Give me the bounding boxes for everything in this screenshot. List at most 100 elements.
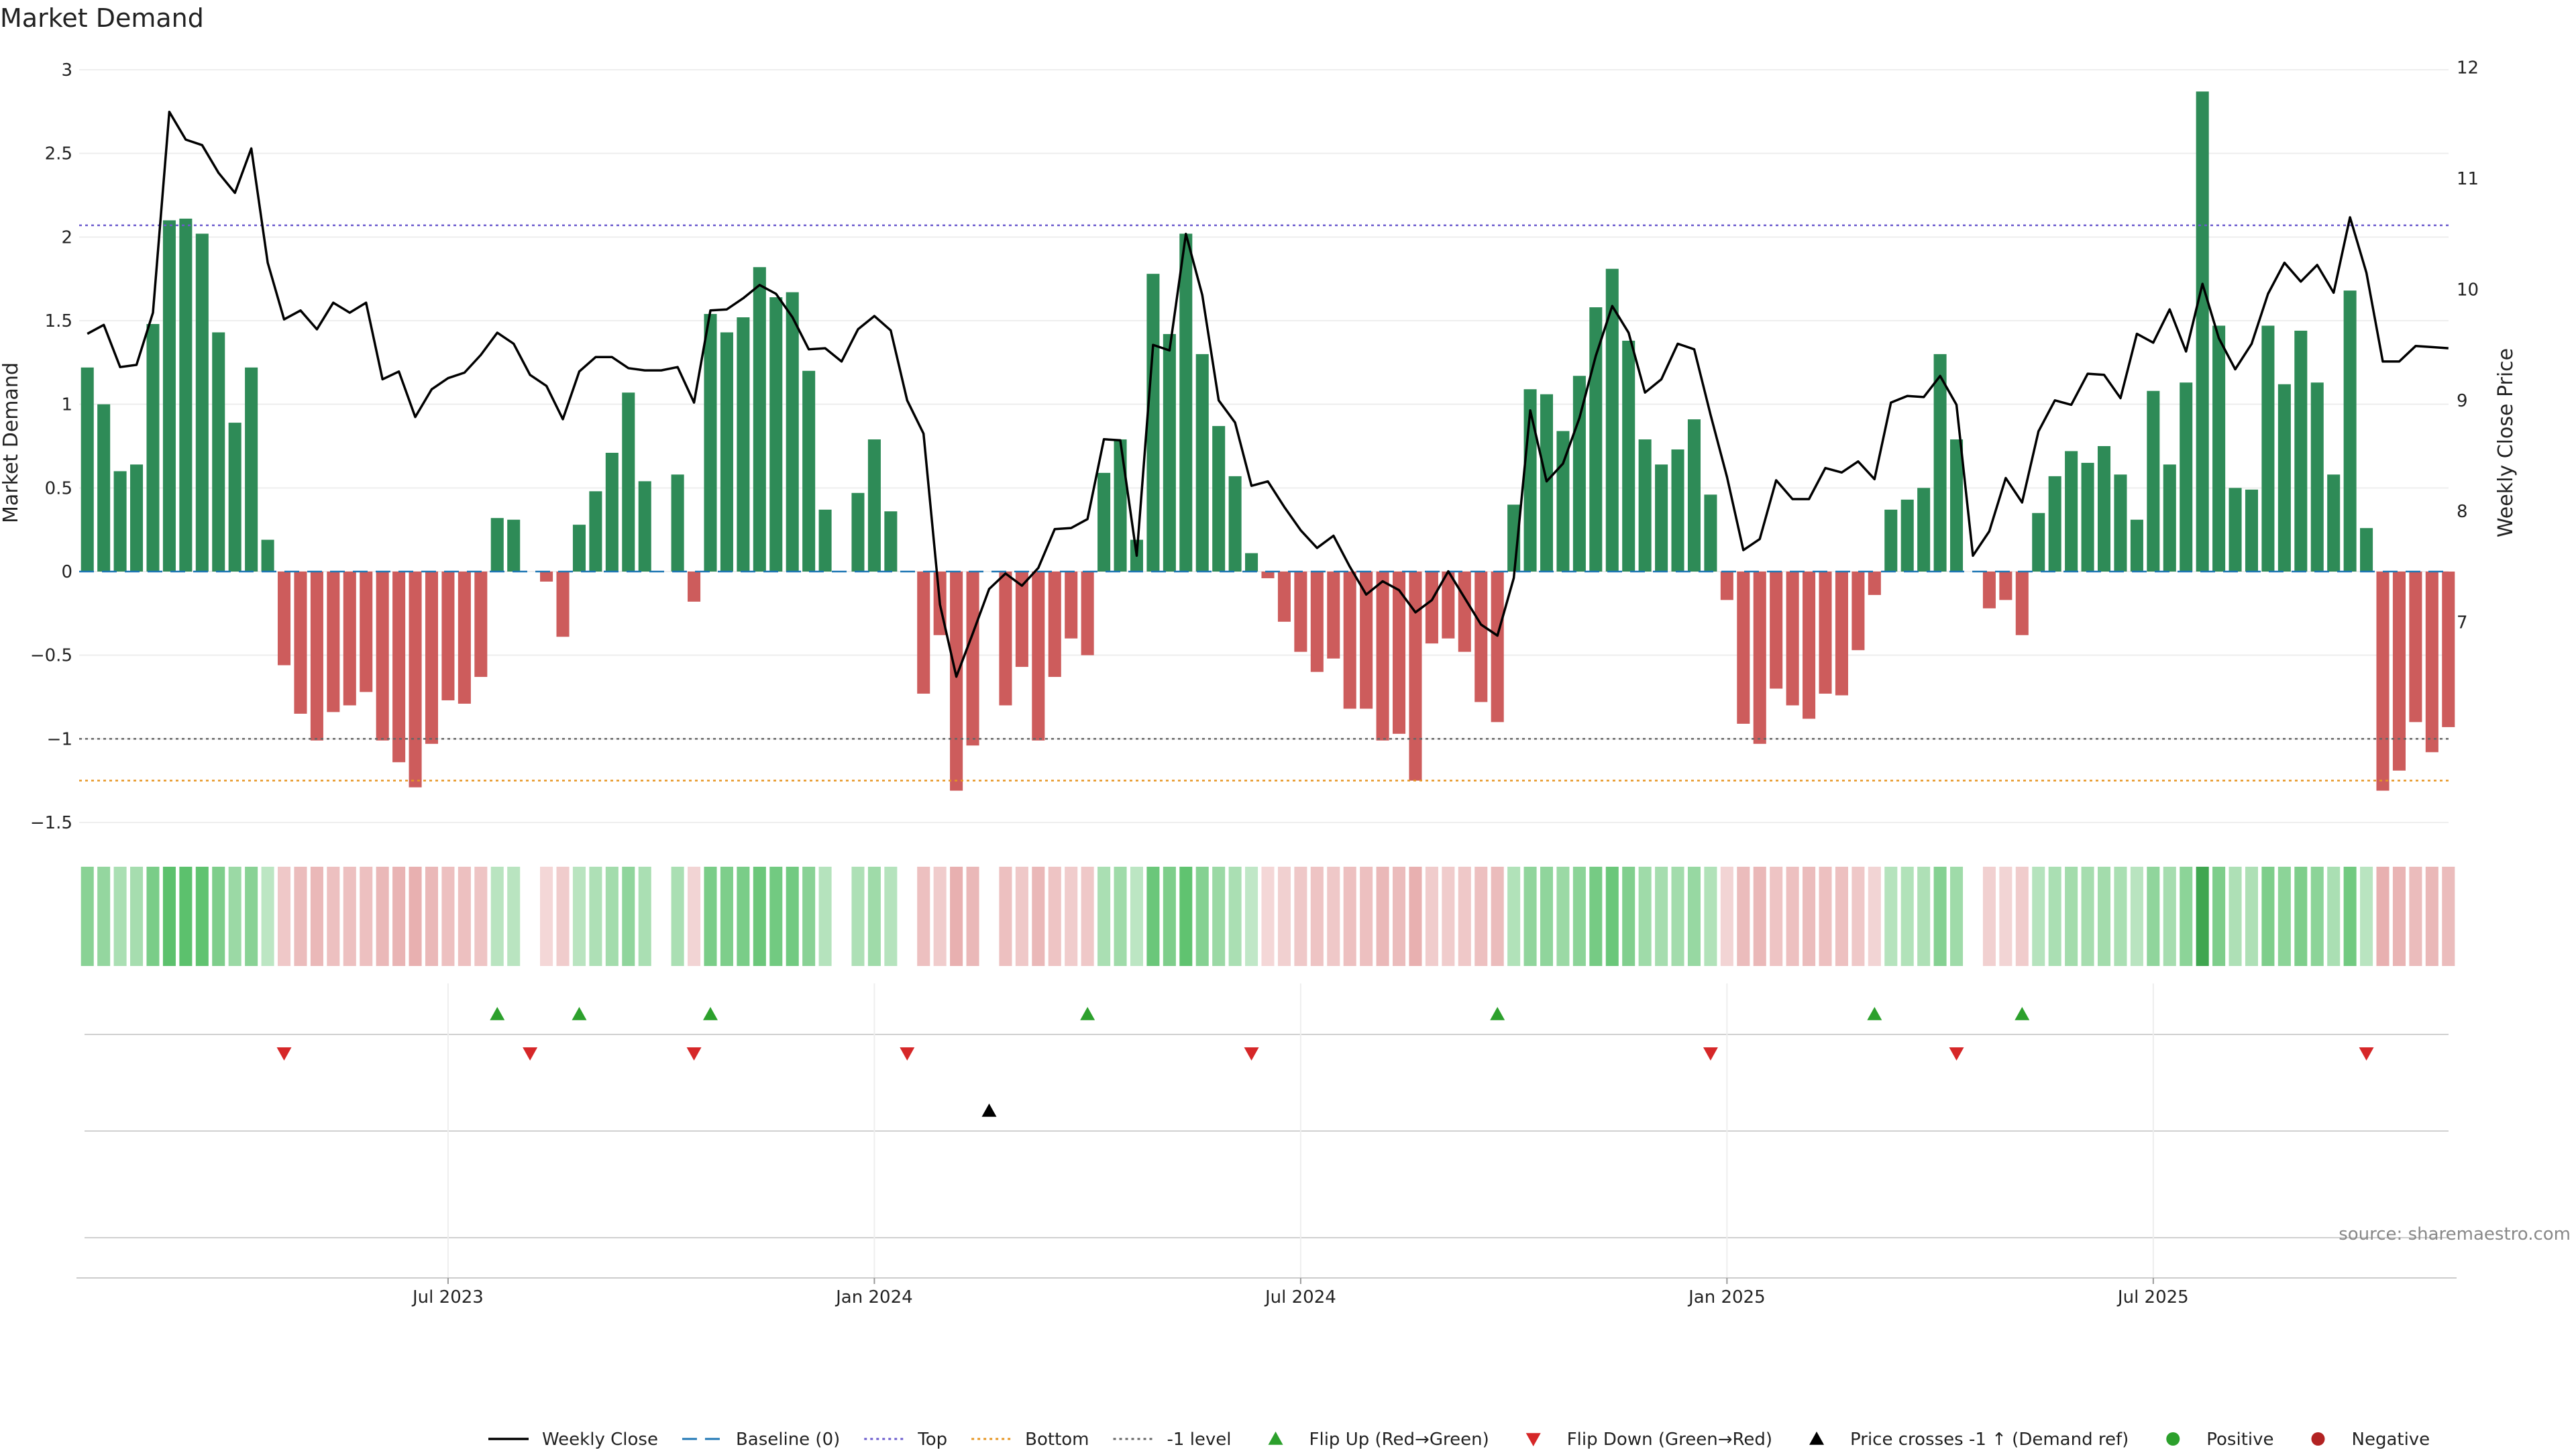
demand-bar [2392, 572, 2406, 771]
demand-bar [1704, 494, 1717, 572]
y2-tick-label: 8 [2457, 502, 2468, 522]
demand-bar [376, 572, 389, 741]
y-tick-label: −1 [47, 729, 72, 749]
strip-cell [441, 867, 455, 966]
strip-cell [917, 867, 930, 966]
demand-bar [1245, 553, 1258, 572]
flip-down-marker [523, 1047, 538, 1061]
demand-bar [2196, 91, 2209, 572]
y-axis-label: Market Demand [0, 362, 23, 523]
strip-cell [409, 867, 422, 966]
demand-bar [1376, 572, 1389, 741]
strip-cell [1442, 867, 1455, 966]
x-tick-label: Jan 2025 [1687, 1287, 1766, 1307]
strip-cell [2327, 867, 2341, 966]
strip-cell [1343, 867, 1356, 966]
strip-cell [688, 867, 701, 966]
demand-bar [737, 317, 750, 572]
strip-cell [2277, 867, 2291, 966]
strip-cell [2097, 867, 2111, 966]
flip-up-marker [1867, 1007, 1882, 1020]
strip-cell [1360, 867, 1373, 966]
demand-bar [310, 572, 323, 741]
strip-cell [2015, 867, 2029, 966]
strip-cell [1786, 867, 1799, 966]
strip-cell [113, 867, 127, 966]
demand-bar [80, 367, 94, 572]
demand-bar [327, 572, 340, 712]
legend-label: Flip Down (Green→Red) [1567, 1430, 1772, 1449]
strip-cell [638, 867, 651, 966]
demand-bar [1474, 572, 1488, 702]
demand-bar [1015, 572, 1028, 667]
demand-bar [867, 439, 881, 572]
demand-bar [195, 233, 209, 572]
demand-bar [1933, 354, 1947, 572]
demand-bar [1097, 472, 1111, 572]
demand-bar [1868, 572, 1881, 595]
strip-cell [818, 867, 832, 966]
demand-bar [1687, 419, 1701, 572]
strip-cell [130, 867, 144, 966]
x-tick-label: Jul 2023 [411, 1287, 484, 1307]
demand-bar [1803, 572, 1816, 719]
strip-cell [2409, 867, 2422, 966]
y-tick-label: 0 [61, 562, 72, 582]
demand-bar [1605, 268, 1619, 572]
strip-cell [1720, 867, 1733, 966]
strip-cell [2196, 867, 2209, 966]
legend-label: Price crosses -1 ↑ (Demand ref) [1850, 1430, 2129, 1449]
strip-cell [1179, 867, 1193, 966]
demand-bar [1195, 354, 1209, 572]
demand-bar [950, 572, 963, 791]
strip-cell [212, 867, 225, 966]
demand-bar [2081, 462, 2094, 572]
strip-cell [1540, 867, 1554, 966]
y2-tick-label: 11 [2457, 169, 2479, 189]
legend-item: -1 level [1113, 1430, 1232, 1449]
strip-cell [261, 867, 274, 966]
strip-cell [2114, 867, 2127, 966]
legend-item: Positive [2166, 1430, 2274, 1449]
strip-cell [1803, 867, 1816, 966]
flip-up-marker [2015, 1007, 2030, 1020]
strip-cell [1770, 867, 1783, 966]
strip-cell [1523, 867, 1537, 966]
demand-bar [1851, 572, 1865, 651]
legend-label: Baseline (0) [736, 1430, 840, 1449]
strip-cell [1982, 867, 1996, 966]
strip-cell [2376, 867, 2390, 966]
demand-bar [753, 267, 766, 572]
strip-cell [950, 867, 963, 966]
demand-bar [1491, 572, 1504, 722]
strip-cell [1671, 867, 1684, 966]
demand-bar [1720, 572, 1733, 600]
y2-tick-label: 9 [2457, 391, 2468, 411]
strip-cell [1572, 867, 1586, 966]
strip-cell [933, 867, 947, 966]
strip-cell [162, 867, 176, 966]
strip-cell [458, 867, 471, 966]
strip-cell [2392, 867, 2406, 966]
strip-cell [737, 867, 750, 966]
demand-bar [605, 452, 619, 572]
demand-bar [1622, 340, 1635, 572]
strip-cell [2360, 867, 2373, 966]
demand-bar [1458, 572, 1471, 652]
y-tick-label: 2 [61, 227, 72, 248]
chart-title: Market Demand [0, 3, 204, 33]
demand-bar [540, 572, 553, 582]
demand-bar [1655, 464, 1668, 572]
legend-item: Flip Up (Red→Green) [1268, 1430, 1489, 1449]
demand-bar [1999, 572, 2012, 600]
strip-cell [704, 867, 717, 966]
strip-cell [1261, 867, 1275, 966]
demand-bar [212, 332, 225, 572]
strip-cell [540, 867, 553, 966]
strip-cell [343, 867, 356, 966]
strip-cell [1556, 867, 1570, 966]
y2-tick-label: 12 [2457, 58, 2479, 78]
strip-cell [1048, 867, 1061, 966]
strip-cell [556, 867, 570, 966]
demand-bar [589, 491, 602, 572]
